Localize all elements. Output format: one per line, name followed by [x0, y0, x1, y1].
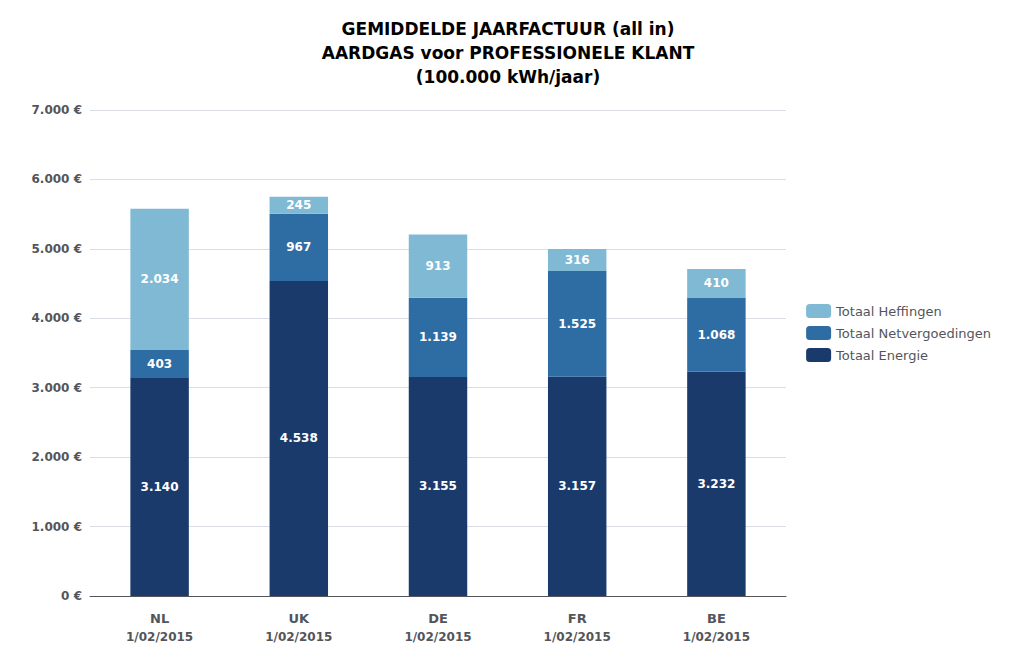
svg-text:UK: UK [288, 611, 310, 626]
svg-text:Totaal Energie: Totaal Energie [835, 348, 928, 363]
svg-text:DE: DE [428, 611, 448, 626]
svg-text:3.140: 3.140 [141, 480, 179, 494]
svg-text:1/02/2015: 1/02/2015 [683, 630, 750, 644]
svg-text:2.000 €: 2.000 € [32, 450, 82, 464]
svg-text:Totaal Netvergoedingen: Totaal Netvergoedingen [835, 326, 991, 341]
svg-text:Totaal Heffingen: Totaal Heffingen [835, 304, 942, 319]
svg-text:3.157: 3.157 [558, 479, 596, 493]
svg-text:3.232: 3.232 [697, 477, 735, 491]
svg-text:1.068: 1.068 [697, 328, 735, 342]
svg-text:2.034: 2.034 [141, 272, 179, 286]
svg-text:245: 245 [286, 198, 311, 212]
svg-text:4.538: 4.538 [280, 431, 318, 445]
svg-text:NL: NL [150, 611, 169, 626]
svg-text:403: 403 [147, 357, 172, 371]
svg-text:4.000 €: 4.000 € [32, 311, 82, 325]
svg-text:1/02/2015: 1/02/2015 [404, 630, 471, 644]
svg-text:GEMIDDELDE JAARFACTUUR (all in: GEMIDDELDE JAARFACTUUR (all in) [342, 19, 675, 39]
svg-text:410: 410 [704, 276, 729, 290]
svg-text:1.139: 1.139 [419, 330, 457, 344]
svg-text:913: 913 [425, 259, 450, 273]
svg-text:3.155: 3.155 [419, 479, 457, 493]
svg-text:7.000 €: 7.000 € [32, 103, 82, 117]
svg-text:BE: BE [707, 611, 726, 626]
svg-text:FR: FR [568, 611, 587, 626]
svg-text:6.000 €: 6.000 € [32, 172, 82, 186]
svg-text:AARDGAS voor PROFESSIONELE KLA: AARDGAS voor PROFESSIONELE KLANT [322, 43, 695, 63]
svg-text:1/02/2015: 1/02/2015 [544, 630, 611, 644]
svg-text:5.000 €: 5.000 € [32, 242, 82, 256]
svg-text:967: 967 [286, 240, 311, 254]
svg-text:0 €: 0 € [61, 589, 82, 603]
svg-text:(100.000 kWh/jaar): (100.000 kWh/jaar) [416, 67, 600, 87]
svg-text:1.525: 1.525 [558, 317, 596, 331]
svg-text:1/02/2015: 1/02/2015 [265, 630, 332, 644]
svg-text:316: 316 [565, 253, 590, 267]
svg-text:3.000 €: 3.000 € [32, 381, 82, 395]
svg-text:1/02/2015: 1/02/2015 [126, 630, 193, 644]
svg-text:1.000 €: 1.000 € [32, 520, 82, 534]
